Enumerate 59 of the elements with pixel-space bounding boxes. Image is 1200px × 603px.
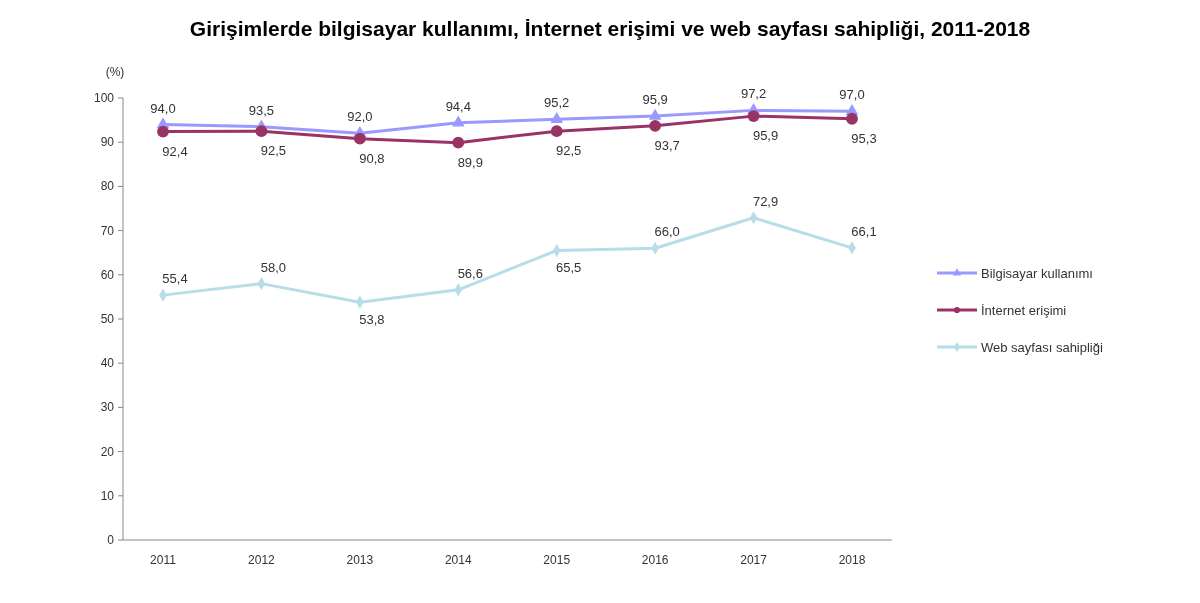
- data-label: 95,2: [544, 95, 570, 111]
- point: [648, 108, 662, 120]
- x-tick-label: 2016: [641, 553, 669, 567]
- data-label: 95,9: [752, 128, 779, 144]
- data-label: 95,3: [851, 130, 877, 146]
- y-tick-label: 70: [100, 223, 115, 238]
- data-label: 89,9: [457, 154, 483, 170]
- y-tick-label: 60: [100, 267, 115, 282]
- x-tick-label: 2014: [444, 553, 472, 567]
- legend-label: Bilgisayar kullanımı: [981, 266, 1093, 281]
- point: [353, 132, 366, 145]
- y-tick-label: 50: [100, 312, 115, 326]
- y-tick-label: 10: [100, 488, 115, 503]
- data-label: 92,5: [556, 143, 582, 159]
- point: [550, 111, 564, 123]
- point: [649, 119, 662, 132]
- point: [550, 125, 563, 138]
- y-tick-label: 40: [100, 356, 115, 371]
- data-label: 93,5: [248, 102, 275, 118]
- data-label: 95,9: [642, 92, 668, 108]
- data-label: 66,0: [654, 224, 680, 240]
- y-tick-label: 0: [107, 533, 115, 547]
- data-label: 53,8: [359, 312, 385, 328]
- data-label: 92,0: [347, 109, 373, 125]
- y-tick-label: 80: [100, 179, 115, 194]
- point: [157, 125, 169, 138]
- data-label: 65,5: [556, 260, 582, 276]
- x-tick-label: 2015: [543, 553, 571, 567]
- y-axis-title: (%): [105, 65, 125, 79]
- data-label: 93,7: [654, 137, 680, 153]
- point: [452, 136, 465, 149]
- point: [747, 110, 760, 123]
- y-tick-label: 100: [93, 91, 115, 105]
- legend-label: İnternet erişimi: [981, 303, 1067, 318]
- x-tick-label: 2011: [150, 553, 177, 567]
- data-label: 97,0: [839, 87, 865, 103]
- y-tick-label: 30: [100, 400, 115, 415]
- legend-label: Web sayfası sahipliği: [981, 340, 1103, 355]
- data-label: 94,0: [150, 100, 176, 116]
- y-tick-label: 20: [100, 444, 115, 459]
- point: [255, 125, 268, 138]
- x-tick-label: 2018: [838, 553, 866, 567]
- data-label: 58,0: [260, 259, 287, 275]
- data-label: 66,1: [851, 223, 877, 239]
- data-label: 92,4: [162, 143, 188, 159]
- x-tick-label: 2017: [740, 553, 768, 567]
- data-label: 90,8: [359, 150, 385, 166]
- point: [846, 112, 858, 125]
- data-label: 97,2: [740, 86, 767, 102]
- data-label: 56,6: [457, 265, 483, 281]
- x-tick-label: 2013: [346, 553, 374, 567]
- data-label: 55,4: [162, 271, 188, 287]
- x-tick-label: 2012: [248, 553, 276, 567]
- data-label: 72,9: [752, 193, 779, 209]
- chart-title: Girişimlerde bilgisayar kullanımı, İnternet erişimi ve web sayfası sahipliği, 2011-2018: [189, 17, 1031, 40]
- data-label: 92,5: [260, 143, 287, 159]
- point: [451, 115, 465, 127]
- data-label: 94,4: [445, 98, 471, 114]
- y-tick-label: 90: [100, 135, 115, 150]
